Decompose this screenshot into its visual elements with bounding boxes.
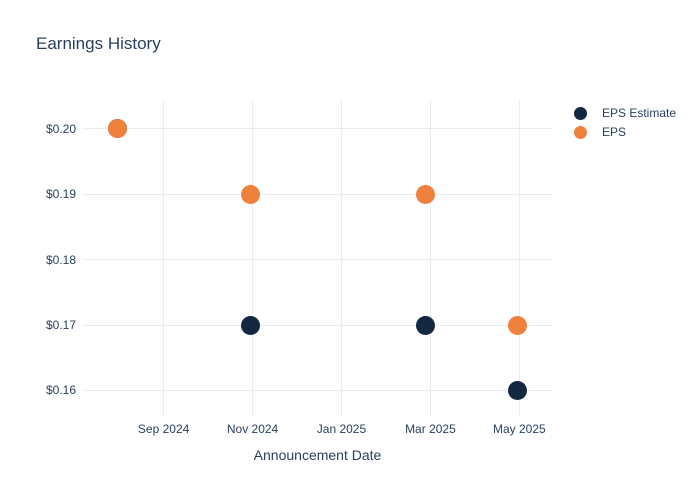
eps-estimate-marker-icon [574,106,587,120]
x-gridline [518,100,520,412]
x-tick-label: May 2025 [492,422,546,436]
y-tick-label: $0.18 [45,252,76,267]
legend-item-eps[interactable]: EPS [574,125,676,139]
x-gridline [163,100,165,412]
legend-label-eps-estimate: EPS Estimate [602,106,677,120]
y-gridline [82,389,553,391]
eps-marker-icon [574,125,587,139]
x-tick-mark [252,412,254,417]
x-tick-mark [163,412,165,417]
plot-area: $0.20 $0.19 $0.18 $0.17 $0.16 Sep 2024 Nov 202… [46,100,553,436]
y-tick-label: $0.16 [45,383,76,398]
y-gridline [82,193,553,195]
x-tick-mark [429,412,431,417]
data-point-eps-estimate[interactable] [507,380,527,400]
y-tick-label: $0.19 [45,187,76,202]
data-point-eps[interactable] [241,184,260,204]
y-tick-label: $0.17 [45,318,76,332]
x-tick-label: Nov 2024 [226,422,279,436]
x-tick-label: Mar 2025 [405,422,456,436]
legend-item-eps-estimate[interactable]: EPS Estimate [574,106,676,120]
y-tick-label: $0.20 [45,121,76,136]
y-gridline [82,324,553,326]
data-point-eps[interactable] [107,119,127,139]
data-point-eps[interactable] [415,184,435,204]
legend-label-eps: EPS [602,125,627,139]
data-point-eps-estimate[interactable] [241,315,260,335]
x-tick-mark [340,412,342,417]
x-axis-title: Announcement Date [253,447,382,463]
y-gridline [82,128,553,130]
legend: EPS Estimate EPS [574,106,676,139]
data-point-eps[interactable] [507,315,527,335]
x-tick-label: Jan 2025 [316,422,367,436]
x-gridline [429,100,431,412]
x-gridline [340,100,342,412]
x-tick-mark [518,412,520,417]
chart-title: Earnings History [36,34,161,53]
y-gridline [82,259,553,261]
x-gridline [252,100,254,412]
x-tick-label: Sep 2024 [137,422,190,436]
data-point-eps-estimate[interactable] [415,315,435,335]
